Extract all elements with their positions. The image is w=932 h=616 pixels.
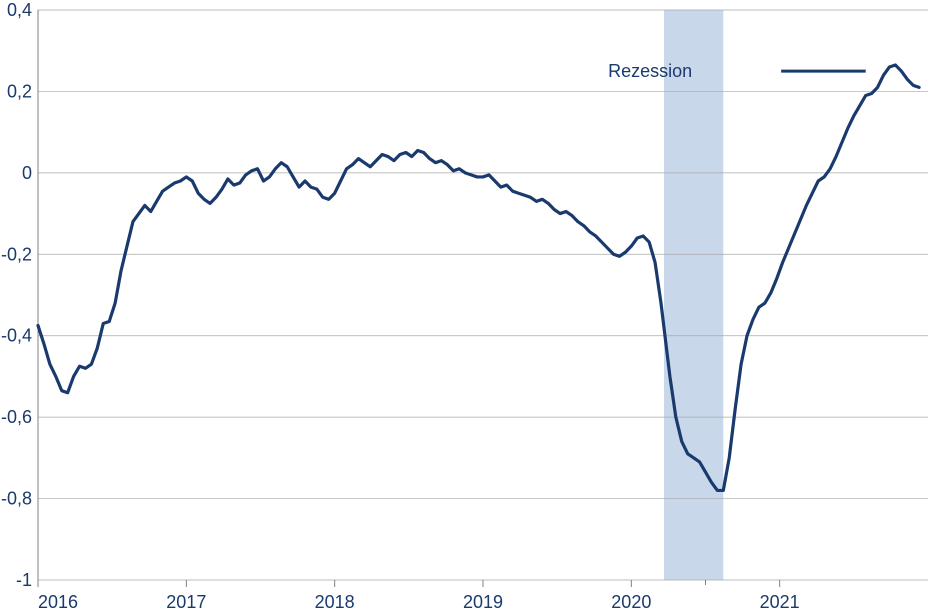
- y-tick-label: 0,2: [7, 81, 32, 101]
- y-tick-label: -0,8: [1, 489, 32, 509]
- x-tick-label: 2016: [38, 592, 78, 612]
- y-tick-label: 0: [22, 163, 32, 183]
- x-tick-label: 2017: [166, 592, 206, 612]
- recession-band: [664, 10, 723, 580]
- y-tick-label: -0,4: [1, 326, 32, 346]
- y-tick-label: -1: [16, 570, 32, 590]
- x-tick-label: 2018: [315, 592, 355, 612]
- legend-label: Rezession: [608, 61, 692, 81]
- series-line: [38, 65, 919, 490]
- y-tick-label: -0,6: [1, 407, 32, 427]
- x-tick-label: 2020: [611, 592, 651, 612]
- x-tick-label: 2021: [760, 592, 800, 612]
- chart-svg: -1 -0,8 -0,6 -0,4 -0,2 0 0,2 0,4 2016 2017 2018 201…: [0, 0, 932, 616]
- x-tick-label: 2019: [463, 592, 503, 612]
- y-tick-label: 0,4: [7, 0, 32, 20]
- y-tick-label: -0,2: [1, 244, 32, 264]
- line-chart: -1 -0,8 -0,6 -0,4 -0,2 0 0,2 0,4 2016 2017 2018 201…: [0, 0, 932, 616]
